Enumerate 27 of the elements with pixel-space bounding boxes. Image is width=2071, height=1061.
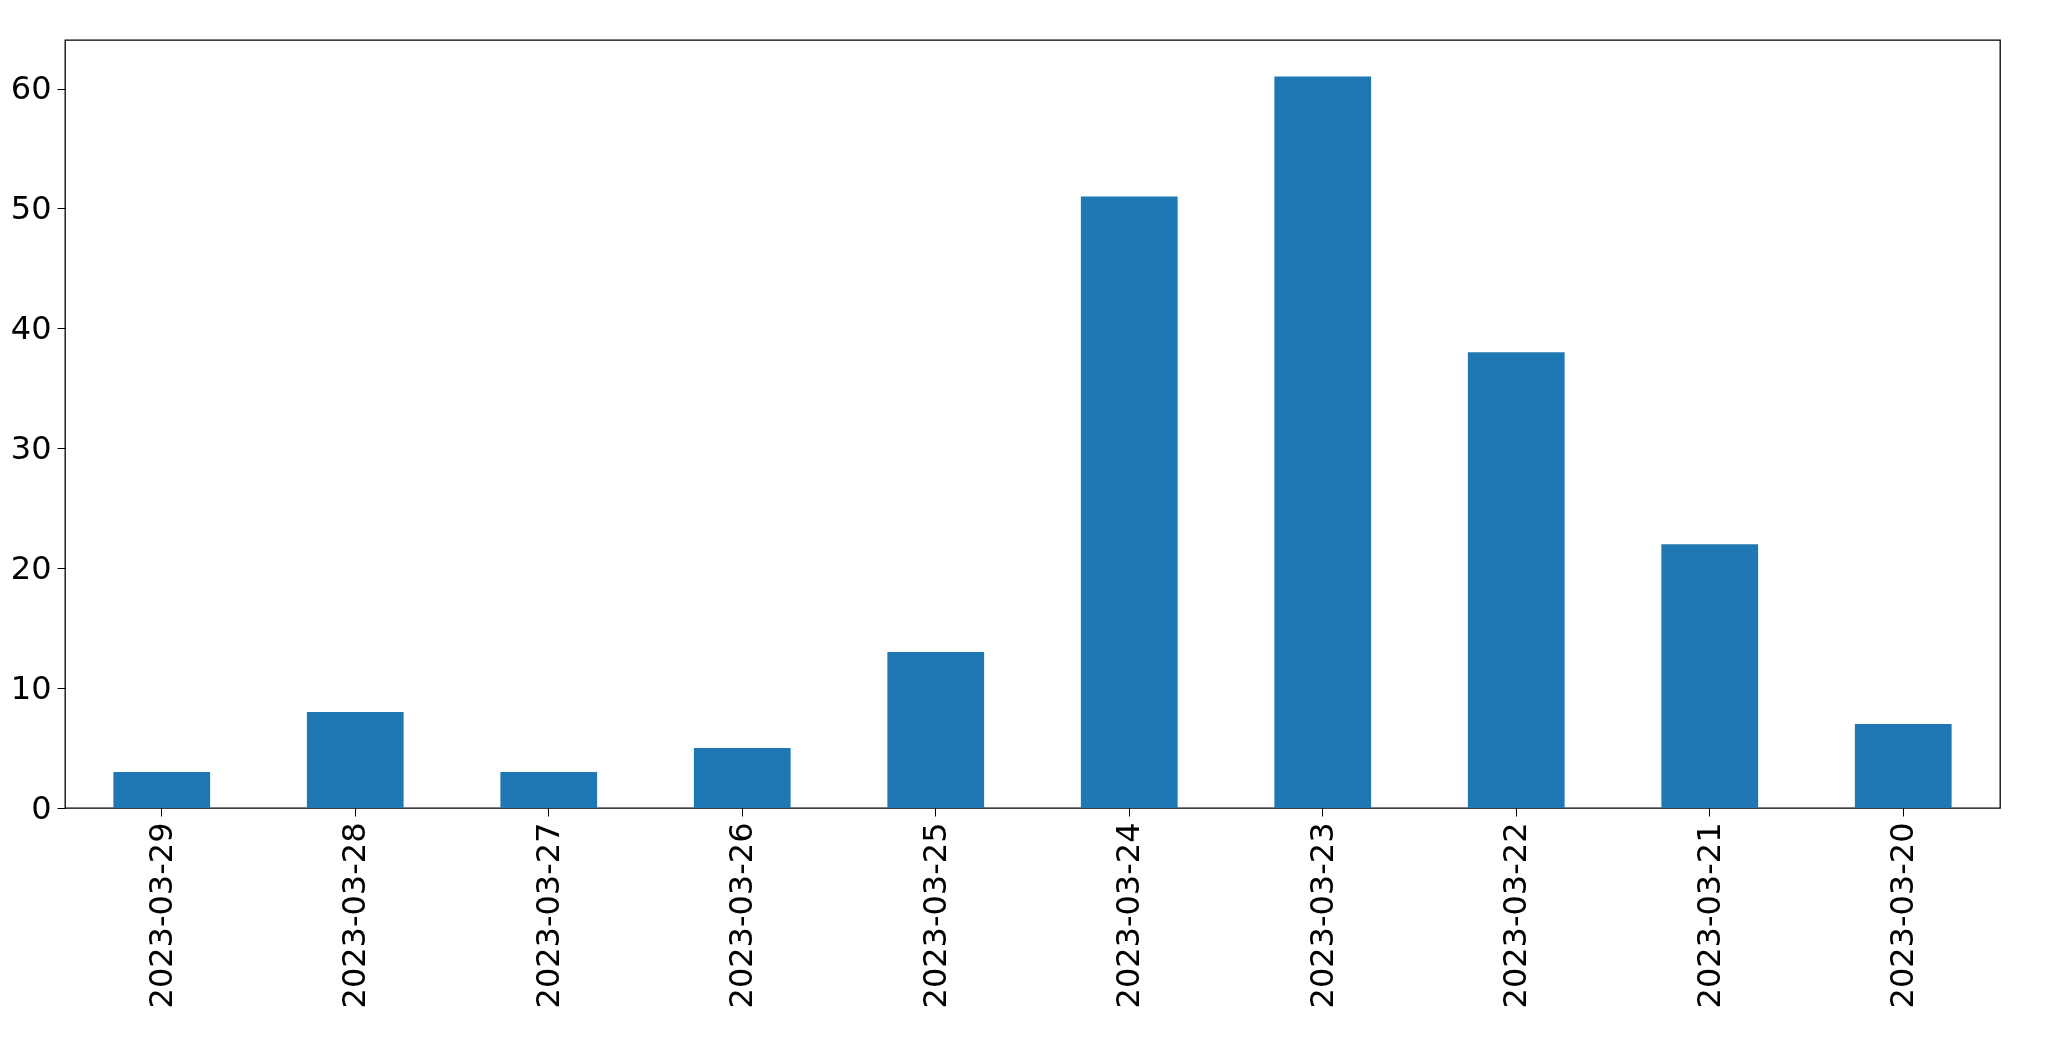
bar — [693, 748, 791, 808]
bar — [1467, 352, 1565, 808]
x-tick-label: 2023-03-29 — [141, 822, 180, 1009]
bar — [113, 772, 211, 808]
x-tick-label: 2023-03-20 — [1883, 822, 1922, 1009]
bar — [1854, 724, 1952, 808]
x-tick-label: 2023-03-21 — [1689, 822, 1728, 1009]
x-tick-label: 2023-03-25 — [915, 822, 954, 1009]
y-tick-label: 0 — [31, 788, 52, 827]
bar — [1080, 196, 1178, 808]
bar — [306, 712, 404, 808]
x-tick-label: 2023-03-27 — [528, 822, 567, 1009]
y-tick-label: 30 — [10, 428, 52, 467]
y-tick-label: 20 — [10, 548, 52, 587]
y-tick-label: 60 — [10, 69, 52, 108]
y-tick-label: 50 — [10, 188, 52, 227]
x-tick-label: 2023-03-28 — [335, 822, 374, 1009]
bar — [1274, 76, 1372, 808]
bar — [1661, 544, 1759, 808]
x-tick-label: 2023-03-24 — [1109, 822, 1148, 1009]
y-tick-label: 10 — [10, 668, 52, 707]
bar — [500, 772, 598, 808]
x-tick-label: 2023-03-26 — [722, 822, 761, 1009]
x-tick-label: 2023-03-23 — [1302, 822, 1341, 1009]
y-tick-label: 40 — [10, 308, 52, 347]
x-tick-label: 2023-03-22 — [1496, 822, 1535, 1009]
bar — [887, 652, 985, 808]
